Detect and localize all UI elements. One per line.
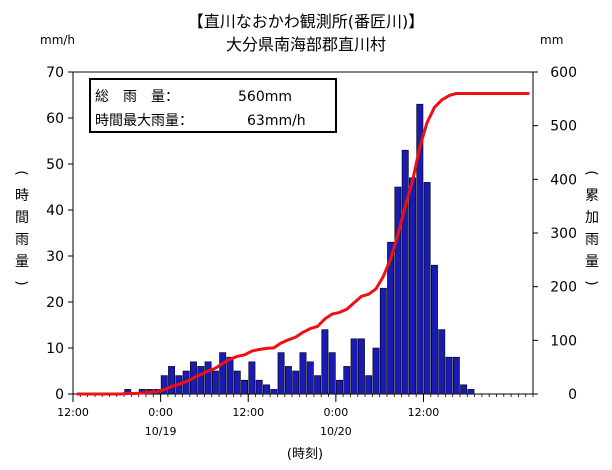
- hourly-rain-bar: [416, 103, 424, 395]
- svg-text:(: (: [13, 170, 29, 175]
- left-y-tick-label: 50: [46, 157, 64, 173]
- right-y-tick-label: 200: [550, 280, 577, 296]
- hourly-rain-bar: [336, 379, 343, 395]
- svg-text:間: 間: [15, 210, 29, 226]
- x-tick-time-label: 12:00: [408, 406, 440, 419]
- hourly-rain-bar: [343, 366, 351, 395]
- hourly-rain-bar: [423, 182, 431, 395]
- hourly-rain-bar: [277, 352, 285, 395]
- hourly-rain-bar: [372, 347, 380, 395]
- hourly-rain-bar: [241, 379, 249, 395]
- x-tick-time-label: 0:00: [148, 406, 173, 419]
- hourly-rain-bar: [270, 389, 278, 395]
- hourly-rain-bar: [306, 361, 314, 395]
- right-axis-unit: mm: [540, 33, 563, 47]
- x-tick-time-label: 0:00: [324, 406, 349, 419]
- hourly-rain-bar: [204, 361, 212, 395]
- hourly-rain-bar: [314, 375, 322, 395]
- max-rainfall-value: 63mm/h: [247, 113, 306, 129]
- hourly-rain-bar: [460, 384, 468, 395]
- right-y-tick-label: 0: [568, 387, 577, 403]
- hourly-rain-bar: [379, 287, 387, 395]
- left-y-tick-label: 70: [46, 65, 64, 81]
- svg-text:量: 量: [585, 254, 599, 270]
- hourly-rain-bar: [321, 329, 329, 395]
- svg-text:): ): [13, 280, 29, 285]
- cumulative-rainfall-line: [76, 91, 530, 396]
- svg-text:(: (: [583, 170, 599, 175]
- hourly-rain-bar: [467, 389, 475, 395]
- hourly-rain-bar: [263, 384, 270, 395]
- svg-text:加: 加: [585, 210, 599, 226]
- hourly-rain-bar: [350, 338, 358, 395]
- right-y-tick-label: 500: [550, 119, 577, 135]
- left-y-tick-label: 60: [46, 111, 64, 127]
- x-tick-date-label: 10/20: [320, 425, 352, 438]
- left-axis-unit: mm/h: [40, 33, 75, 47]
- hourly-rain-bar: [452, 356, 460, 395]
- svg-text:時: 時: [15, 188, 29, 204]
- hourly-rain-bar: [445, 356, 453, 395]
- hourly-rain-bar: [168, 366, 176, 395]
- left-y-tick-label: 40: [46, 203, 64, 219]
- svg-text:雨: 雨: [15, 232, 29, 248]
- hourly-rain-bar: [160, 375, 168, 395]
- hourly-rain-bar: [255, 379, 263, 395]
- svg-text:雨: 雨: [585, 232, 599, 248]
- x-tick-date-label: 10/19: [145, 425, 177, 438]
- hourly-rain-bar: [438, 329, 446, 395]
- hourly-rain-bar: [430, 264, 438, 395]
- left-y-tick-label: 30: [46, 249, 64, 265]
- hourly-rain-bar: [284, 366, 292, 395]
- left-y-tick-label: 10: [46, 341, 64, 357]
- hourly-rain-bar: [226, 356, 234, 395]
- hourly-rain-bar: [197, 366, 205, 395]
- total-rainfall-label: 総 雨 量：: [95, 89, 179, 105]
- chart-title: 【直川なおかわ観測所(番匠川)】: [188, 12, 425, 31]
- svg-text:): ): [583, 280, 599, 285]
- hourly-rain-bar: [365, 375, 373, 395]
- max-rainfall-label: 時間最大雨量：: [95, 113, 193, 129]
- x-tick-time-label: 12:00: [232, 406, 264, 419]
- svg-text:量: 量: [15, 254, 29, 270]
- hourly-rain-bar: [394, 186, 402, 395]
- left-y-tick-label: 0: [55, 387, 64, 403]
- hourly-rain-bar: [328, 352, 336, 395]
- hourly-rain-bar: [357, 338, 365, 395]
- x-axis-title: (時刻): [287, 447, 323, 462]
- hourly-rain-bar: [401, 149, 409, 395]
- right-y-tick-label: 600: [550, 65, 577, 81]
- hourly-rain-bar: [387, 241, 395, 395]
- hourly-rain-bar: [299, 352, 307, 395]
- hourly-rain-bar: [292, 370, 300, 395]
- total-rainfall-value: 560mm: [238, 89, 292, 105]
- x-tick-time-label: 12:00: [57, 406, 89, 419]
- hourly-rain-bar: [211, 370, 219, 395]
- legend-box: 総 雨 量： 560mm 時間最大雨量： 63mm/h: [89, 78, 337, 133]
- right-y-tick-label: 100: [550, 333, 577, 349]
- chart-subtitle: 大分県南海部郡直川村: [226, 35, 386, 54]
- hourly-rain-bar: [248, 361, 256, 395]
- right-y-tick-label: 300: [550, 226, 577, 242]
- right-y-tick-label: 400: [550, 172, 577, 188]
- left-y-tick-label: 20: [46, 295, 64, 311]
- hourly-rain-bar: [409, 177, 416, 395]
- svg-text:累: 累: [585, 188, 599, 204]
- hourly-rain-bar: [219, 352, 227, 395]
- hourly-rain-bar: [233, 370, 241, 395]
